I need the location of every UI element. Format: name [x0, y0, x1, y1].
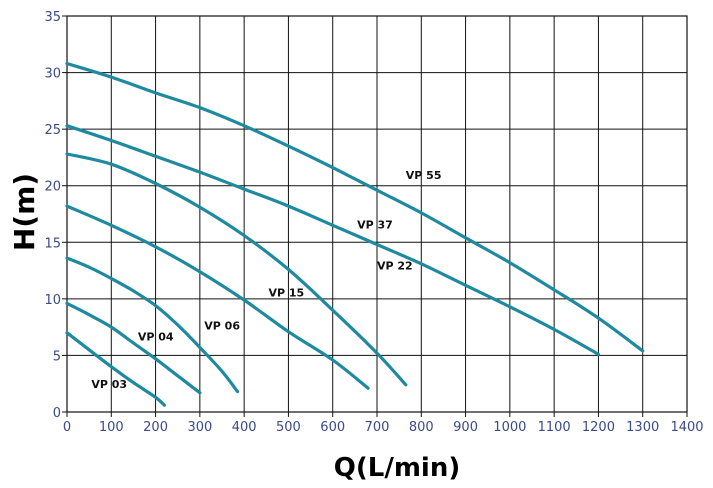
x-tick-label: 400 [232, 420, 257, 435]
label-vp-03: VP 03 [91, 378, 127, 391]
x-tick-label: 500 [276, 420, 301, 435]
curve-vp-06 [65, 256, 240, 394]
x-tick-label: 100 [99, 420, 124, 435]
curve-vp-03 [65, 331, 166, 407]
x-tick-label: 1100 [538, 420, 571, 435]
y-tick-label: 35 [44, 10, 61, 25]
x-tick-label: 800 [409, 420, 434, 435]
y-tick-label: 10 [44, 293, 61, 308]
label-vp-06: VP 06 [204, 319, 240, 332]
x-tick-label: 700 [365, 420, 390, 435]
x-tick-label: 200 [143, 420, 168, 435]
y-tick-label: 20 [44, 180, 61, 195]
x-axis-title: Q(L/min) [334, 453, 460, 483]
y-tick-label: 5 [53, 349, 61, 364]
x-axis-ticks: 0 100 200 300 400 500 600 700 800 900 1000 1100 1200… [63, 412, 704, 435]
y-tick-label: 25 [44, 123, 61, 138]
x-tick-label: 0 [63, 420, 71, 435]
y-tick-label: 0 [53, 406, 61, 421]
x-tick-label: 1300 [626, 420, 659, 435]
y-tick-label: 30 [44, 67, 61, 82]
x-tick-label: 1200 [582, 420, 615, 435]
curve-vp-04 [65, 301, 202, 395]
curve-vp-37 [65, 124, 600, 356]
label-vp-37: VP 37 [357, 219, 393, 232]
y-tick-label: 15 [44, 236, 61, 251]
label-vp-15: VP 15 [269, 287, 305, 300]
curve-vp-22 [65, 152, 408, 387]
curve-vp-15 [65, 204, 370, 390]
x-tick-label: 1000 [493, 420, 526, 435]
x-tick-label: 900 [453, 420, 478, 435]
label-vp-22: VP 22 [377, 259, 413, 272]
x-tick-label: 1400 [670, 420, 703, 435]
pump-curves [65, 61, 645, 407]
curve-vp-55 [65, 61, 645, 353]
y-axis-ticks: 0 5 10 15 20 25 30 35 [44, 10, 67, 421]
curve-labels: VP 03 VP 04 VP 06 VP 15 VP 22 VP 37 VP 55 [91, 169, 441, 391]
x-tick-label: 600 [320, 420, 345, 435]
label-vp-04: VP 04 [138, 331, 174, 344]
x-tick-label: 300 [187, 420, 212, 435]
y-axis-title: H(m) [8, 173, 41, 251]
label-vp-55: VP 55 [406, 169, 442, 182]
